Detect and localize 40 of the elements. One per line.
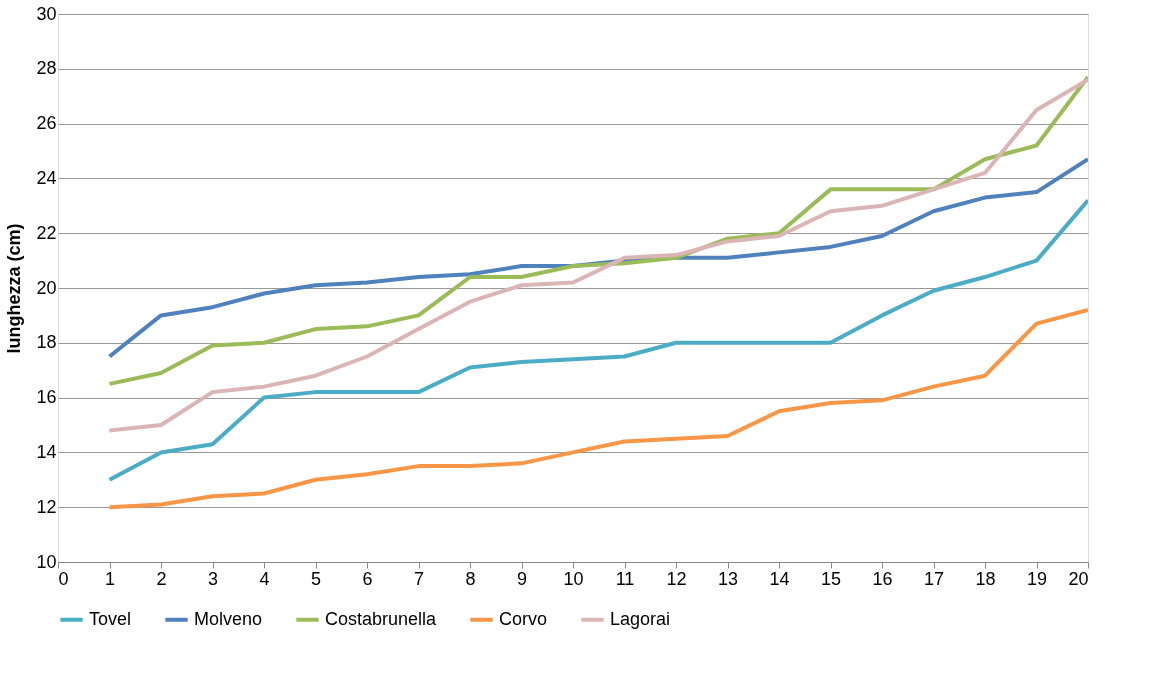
x-tick-label: 1: [104, 568, 116, 589]
x-tick-label: 17: [923, 568, 945, 589]
y-tick-label: 14: [36, 441, 57, 462]
y-tick-label: 22: [36, 222, 57, 243]
x-tick-label: 18: [975, 568, 996, 589]
y-tick-label: 20: [36, 277, 57, 298]
x-tick-label: 12: [666, 568, 687, 589]
x-tick-label: 20: [1068, 568, 1089, 589]
y-tick-label: 18: [36, 332, 57, 353]
legend-label: Costabrunella: [325, 608, 438, 629]
y-tick-label: 12: [36, 496, 57, 517]
legend-label: Lagorai: [610, 608, 671, 629]
y-tick-label: 26: [36, 113, 57, 134]
y-tick-label: 24: [36, 167, 57, 188]
x-tick-label: 19: [1026, 568, 1048, 589]
y-tick-label: 30: [36, 3, 57, 24]
y-axis-title: lunghezza (cm): [4, 223, 25, 354]
legend-label: Tovel: [89, 608, 132, 629]
line-series: [107, 198, 1088, 482]
x-tick-label: 11: [615, 568, 635, 589]
x-tick-label: 2: [156, 568, 167, 589]
x-tick-label: 0: [58, 568, 69, 589]
x-tick-label: 9: [516, 568, 528, 589]
x-tick-label: 3: [207, 568, 219, 589]
x-tick-label: 16: [872, 568, 893, 589]
line-series: [107, 307, 1088, 510]
legend-label: Molveno: [194, 608, 263, 629]
y-tick-label: 16: [36, 387, 57, 408]
legend-label: Corvo: [499, 608, 548, 629]
x-tick-label: 5: [310, 568, 322, 589]
x-tick-label: 15: [820, 568, 842, 589]
x-tick-label: 8: [465, 568, 476, 589]
x-tick-label: 13: [717, 568, 739, 589]
x-tick-label: 4: [259, 568, 270, 589]
x-tick-label: 6: [362, 568, 373, 589]
x-tick-label: 14: [769, 568, 790, 589]
y-tick-label: 28: [36, 58, 57, 79]
x-tick-label: 7: [413, 568, 425, 589]
x-tick-label: 10: [563, 568, 584, 589]
y-tick-label: 10: [36, 551, 57, 572]
